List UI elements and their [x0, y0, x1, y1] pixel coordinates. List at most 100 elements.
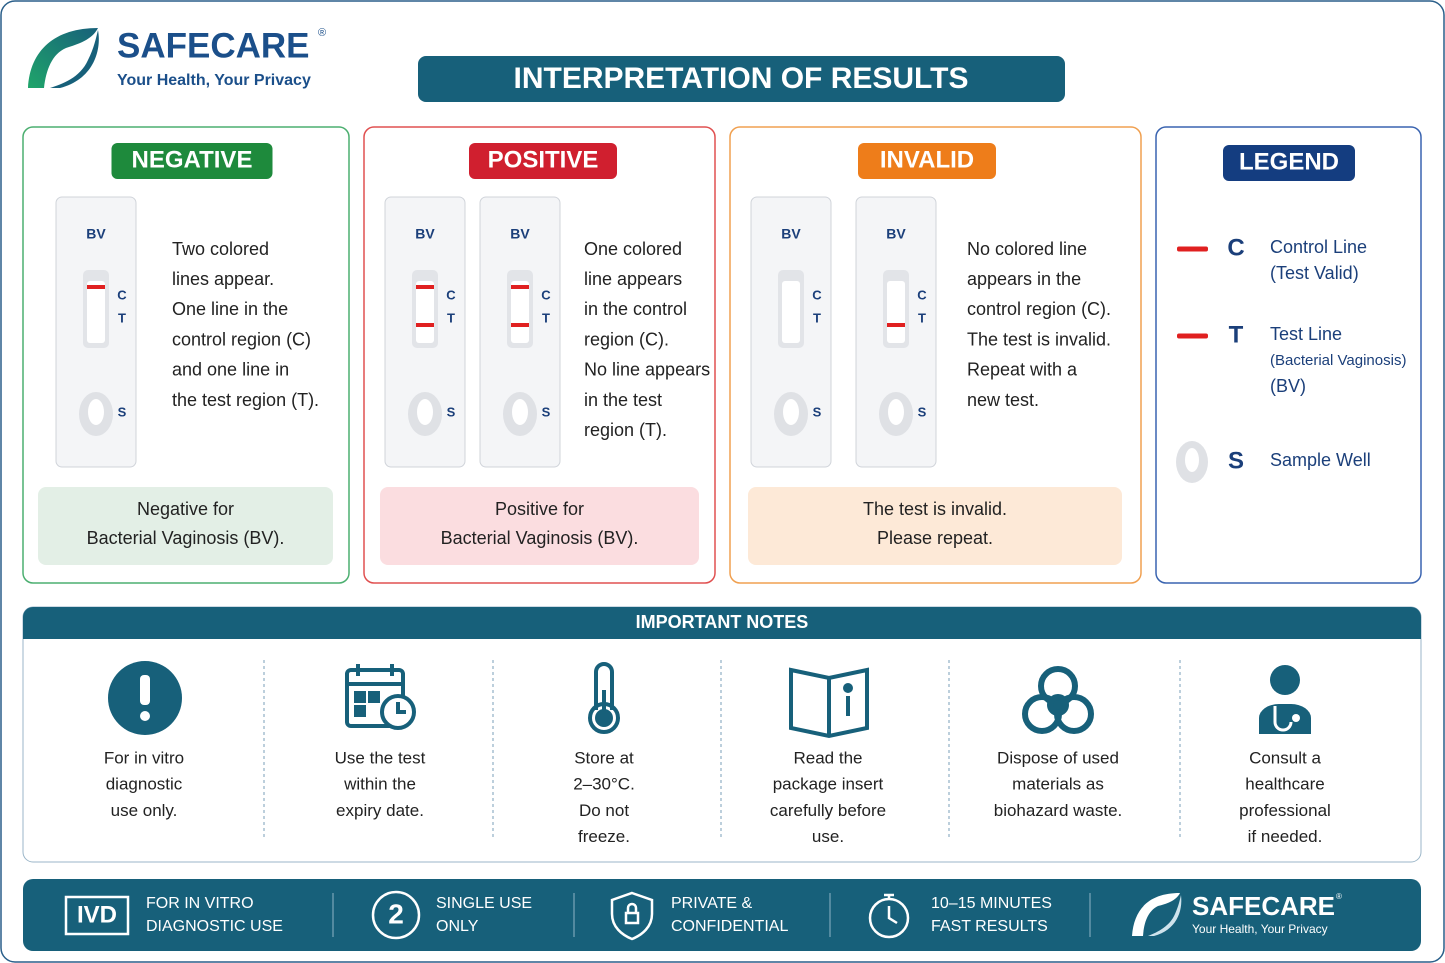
strip-name: BV: [86, 226, 106, 242]
note-line: carefully before: [770, 801, 886, 820]
strip-name: BV: [886, 226, 906, 242]
footer-bar: [23, 879, 1421, 951]
note-line: healthcare: [1245, 775, 1324, 794]
legend-label: (Test Valid): [1270, 263, 1359, 283]
sample-label: S: [542, 404, 551, 419]
test-label: T: [118, 310, 126, 325]
result-window-inner: [887, 281, 905, 343]
control-line: [511, 285, 529, 289]
note-line: use.: [812, 827, 844, 846]
icon-doctor: [1259, 665, 1311, 734]
test-label: T: [542, 310, 550, 325]
legend-badge: [1223, 145, 1355, 181]
description-line: Two colored: [172, 239, 269, 259]
result-line: Positive for: [495, 499, 584, 519]
note-line: use only.: [111, 801, 178, 820]
description-line: Repeat with a: [967, 360, 1078, 380]
note-line: Dispose of used: [997, 748, 1119, 767]
badge-label: POSITIVE: [488, 146, 599, 173]
sample-well-inner: [512, 399, 528, 425]
description-line: control region (C): [172, 329, 311, 349]
description-line: One colored: [584, 239, 682, 259]
ivd-box: [64, 895, 130, 936]
notes-box: [22, 606, 1422, 863]
footer-tagline: Your Health, Your Privacy: [1192, 922, 1328, 936]
badge: [111, 143, 273, 179]
description-line: in the control: [584, 299, 687, 319]
icon-biohazard: [1022, 666, 1094, 734]
result-line: The test is invalid.: [863, 499, 1007, 519]
legend-line-swatch: [1177, 333, 1208, 339]
result-window-inner: [782, 281, 800, 343]
test-line: [416, 323, 434, 327]
result-box: [380, 487, 699, 565]
legend-label: Control Line: [1270, 237, 1367, 257]
description-line: lines appear.: [172, 269, 274, 289]
registered-mark: ®: [318, 27, 326, 39]
description-line: The test is invalid.: [967, 329, 1111, 349]
description-line: new test.: [967, 390, 1039, 410]
legend-symbol: S: [1228, 447, 1244, 474]
legend-panel: [1155, 126, 1422, 584]
note-line: 2–30°C.: [573, 775, 635, 794]
icon-thermometer: [588, 662, 620, 734]
description-line: region (C).: [584, 329, 669, 349]
note-line: expiry date.: [336, 801, 424, 820]
note-line: For in vitro: [104, 748, 184, 767]
legend-label: Test Line: [1270, 324, 1342, 344]
footer-brand: SAFECARE: [1192, 891, 1335, 921]
control-line: [416, 285, 434, 289]
sample-well-inner: [783, 399, 799, 425]
badge-label: NEGATIVE: [132, 146, 253, 173]
footer-registered: ®: [1336, 892, 1342, 901]
footer-line: SINGLE USE: [436, 895, 532, 912]
footer-line: 10–15 MINUTES: [931, 895, 1052, 912]
legend-label: (BV): [1270, 376, 1306, 396]
tagline: Your Health, Your Privacy: [117, 72, 311, 89]
note-line: if needed.: [1248, 827, 1323, 846]
note-line: Do not: [579, 801, 629, 820]
notes-title: IMPORTANT NOTES: [636, 612, 809, 632]
description-line: region (T).: [584, 420, 667, 440]
result-line: Bacterial Vaginosis (BV).: [87, 528, 285, 548]
note-line: biohazard waste.: [994, 801, 1123, 820]
sample-label: S: [918, 404, 927, 419]
legend-symbol: C: [1227, 234, 1244, 261]
footer-separators: [332, 893, 1091, 937]
badge: [469, 143, 617, 179]
brand: SAFECARE: [117, 26, 310, 65]
strip-name: BV: [781, 226, 801, 242]
footer-line: FAST RESULTS: [931, 918, 1048, 935]
footer-line: PRIVATE &: [671, 895, 753, 912]
footer-line: FOR IN VITRO: [146, 895, 254, 912]
note-line: freeze.: [578, 827, 630, 846]
sample-well-inner: [88, 399, 104, 425]
notes-header: [23, 607, 1421, 639]
control-label: C: [541, 287, 551, 302]
description-line: in the test: [584, 390, 662, 410]
result-window-inner: [416, 281, 434, 343]
icon-alert: [108, 661, 182, 735]
control-label: C: [812, 287, 822, 302]
control-label: C: [917, 287, 927, 302]
badge-label: INVALID: [880, 146, 974, 173]
result-box: [38, 487, 333, 565]
title: INTERPRETATION OF RESULTS: [514, 62, 969, 95]
footer-line: ONLY: [436, 918, 479, 935]
badge: [858, 143, 996, 179]
sample-well-inner: [888, 399, 904, 425]
sample-well-inner: [417, 399, 433, 425]
result-line: Bacterial Vaginosis (BV).: [441, 528, 639, 548]
note-line: within the: [343, 775, 416, 794]
separators: [263, 660, 1181, 840]
strip-name: BV: [415, 226, 435, 242]
result-window-inner: [511, 281, 529, 343]
note-line: diagnostic: [106, 775, 183, 794]
test-label: T: [918, 310, 926, 325]
control-label: C: [117, 287, 127, 302]
description-line: the test region (T).: [172, 390, 319, 410]
result-line: Negative for: [137, 499, 234, 519]
sample-label: S: [813, 404, 822, 419]
